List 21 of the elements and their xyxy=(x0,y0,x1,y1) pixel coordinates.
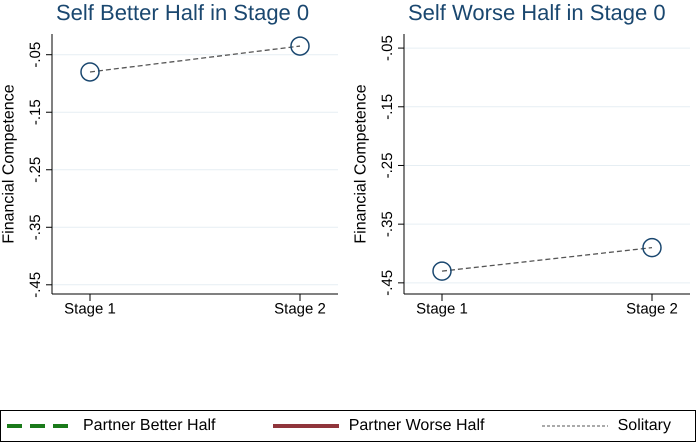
y-tick-label: -.45 xyxy=(379,270,396,296)
y-axis-title: Financial Competence xyxy=(0,84,18,244)
legend-label: Partner Better Half xyxy=(83,417,216,435)
y-tick-label: -.45 xyxy=(27,272,44,298)
y-tick-label: -.25 xyxy=(27,156,44,183)
y-tick-label: -.35 xyxy=(27,214,44,240)
chart-title: Self Better Half in Stage 0 xyxy=(56,0,310,26)
chart-title: Self Worse Half in Stage 0 xyxy=(408,0,666,26)
x-tick-label: Stage 2 xyxy=(274,300,326,318)
x-tick-label: Stage 2 xyxy=(626,300,678,318)
legend-label: Partner Worse Half xyxy=(348,417,484,435)
y-tick-label: -.25 xyxy=(379,152,396,178)
y-tick-label: -.15 xyxy=(27,99,44,126)
y-tick-label: -.05 xyxy=(27,42,44,68)
x-tick-label: Stage 1 xyxy=(64,300,116,318)
x-tick-label: Stage 1 xyxy=(416,300,468,318)
y-tick-label: -.35 xyxy=(379,211,396,238)
y-tick-label: -.05 xyxy=(379,35,396,62)
y-axis-title: Financial Competence xyxy=(352,84,370,244)
y-tick-label: -.15 xyxy=(379,94,396,120)
legend-label: Solitary xyxy=(618,417,671,435)
